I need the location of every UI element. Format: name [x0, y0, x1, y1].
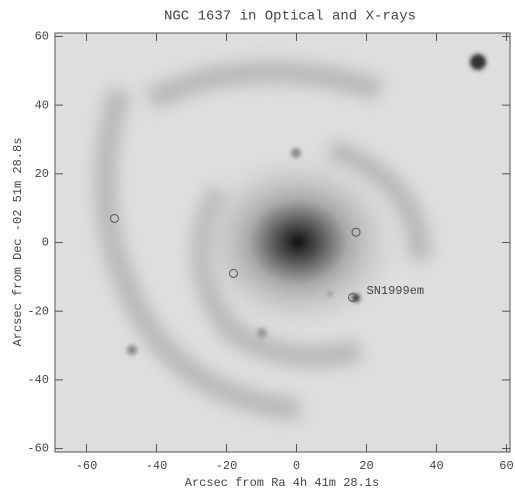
x-tick-label: -60	[76, 459, 98, 473]
chart: NGC 1637 in Optical and X-rays Arcsec fr…	[0, 0, 515, 487]
x-axis-label: Arcsec from Ra 4h 41m 28.1s	[185, 476, 379, 487]
x-tick-label: 40	[429, 459, 443, 473]
x-tick-label: 60	[499, 459, 513, 473]
y-tick-label: 60	[35, 30, 49, 44]
x-tick-label: -40	[146, 459, 168, 473]
x-tick-label: 20	[359, 459, 373, 473]
x-tick-label: -20	[216, 459, 238, 473]
annotation: SN1999em	[367, 284, 425, 298]
x-tick-label: 0	[293, 459, 300, 473]
y-tick-label: 0	[42, 236, 49, 250]
sky-image	[55, 33, 510, 452]
y-axis-label: Arcsec from Dec -02 51m 28.8s	[11, 138, 25, 347]
y-tick-label: -20	[27, 304, 49, 318]
chart-title: NGC 1637 in Optical and X-rays	[164, 9, 416, 25]
y-tick-label: 20	[35, 167, 49, 181]
y-tick-label: 40	[35, 98, 49, 112]
y-tick-label: -40	[27, 373, 49, 387]
y-tick-label: -60	[27, 442, 49, 456]
